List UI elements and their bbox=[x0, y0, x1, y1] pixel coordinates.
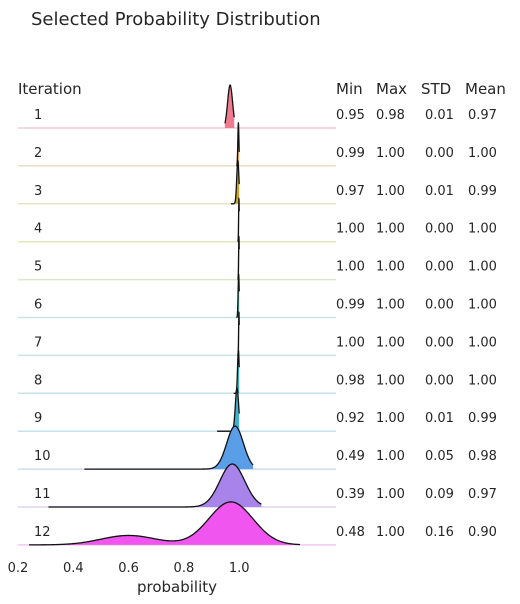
stat-min: 0.49 bbox=[336, 449, 365, 464]
stat-std: 0.01 bbox=[425, 184, 454, 199]
x-axis-ticks: 0.2 0.4 0.6 0.8 1.0 bbox=[8, 561, 250, 576]
ridge-8: 8 0.98 1.00 0.00 1.00 bbox=[18, 349, 497, 395]
ridge-3: 3 0.97 1.00 0.01 0.99 bbox=[18, 160, 497, 205]
stat-mean: 0.98 bbox=[468, 449, 497, 464]
stat-std: 0.09 bbox=[425, 487, 454, 502]
iteration-label: 11 bbox=[34, 487, 51, 502]
stat-mean: 0.99 bbox=[468, 184, 497, 199]
density-line bbox=[48, 463, 262, 508]
density-area bbox=[29, 501, 301, 545]
stat-max: 1.00 bbox=[376, 184, 405, 199]
stat-header-mean: Mean bbox=[465, 80, 506, 98]
stat-std: 0.01 bbox=[425, 108, 454, 123]
stat-mean: 1.00 bbox=[468, 298, 497, 313]
stat-min: 1.00 bbox=[336, 222, 365, 237]
stat-mean: 1.00 bbox=[468, 260, 497, 275]
stat-mean: 1.00 bbox=[468, 335, 497, 350]
ridge-5: 5 1.00 1.00 0.00 1.00 bbox=[18, 235, 497, 281]
stat-mean: 1.00 bbox=[468, 222, 497, 237]
stat-max: 1.00 bbox=[376, 335, 405, 350]
ridges-group: 1 0.95 0.98 0.01 0.972 0.99 1.00 0.00 1.003 0.97 1… bbox=[18, 84, 497, 546]
x-tick-label: 0.8 bbox=[174, 561, 195, 576]
stat-max: 1.00 bbox=[376, 449, 405, 464]
ridge-10: 10 0.49 1.00 0.05 0.98 bbox=[18, 425, 497, 470]
stat-max: 1.00 bbox=[376, 373, 405, 388]
density-line bbox=[29, 501, 301, 546]
stat-max: 1.00 bbox=[376, 222, 405, 237]
stat-mean: 0.97 bbox=[468, 487, 497, 502]
stat-std: 0.01 bbox=[425, 411, 454, 426]
stat-min: 0.92 bbox=[336, 411, 365, 426]
stat-max: 1.00 bbox=[376, 260, 405, 275]
stat-min: 0.39 bbox=[336, 487, 365, 502]
iteration-label: 9 bbox=[34, 411, 42, 426]
x-tick-label: 0.6 bbox=[118, 561, 139, 576]
iteration-label: 5 bbox=[34, 260, 42, 275]
stat-max: 1.00 bbox=[376, 487, 405, 502]
stat-max: 1.00 bbox=[376, 298, 405, 313]
ridge-7: 7 1.00 1.00 0.00 1.00 bbox=[18, 310, 497, 357]
iteration-label: 10 bbox=[34, 449, 51, 464]
stat-min: 0.99 bbox=[336, 298, 365, 313]
ridge-6: 6 0.99 1.00 0.00 1.00 bbox=[18, 273, 497, 319]
stat-max: 0.98 bbox=[376, 108, 405, 123]
x-tick-label: 0.4 bbox=[63, 561, 84, 576]
iteration-label: 7 bbox=[34, 335, 42, 350]
ridge-4: 4 1.00 1.00 0.00 1.00 bbox=[18, 197, 497, 243]
density-line bbox=[230, 160, 240, 205]
density-line bbox=[84, 425, 254, 470]
density-line bbox=[224, 84, 235, 124]
stat-std: 0.00 bbox=[425, 373, 454, 388]
iteration-label: 8 bbox=[34, 373, 42, 388]
stat-mean: 0.99 bbox=[468, 411, 497, 426]
iteration-label: 12 bbox=[34, 525, 51, 540]
density-line bbox=[235, 273, 240, 319]
x-tick-label: 1.0 bbox=[229, 561, 250, 576]
stat-std: 0.00 bbox=[425, 222, 454, 237]
stat-min: 0.48 bbox=[336, 525, 365, 540]
stat-std: 0.00 bbox=[425, 260, 454, 275]
stat-min: 0.97 bbox=[336, 184, 365, 199]
iteration-header: Iteration bbox=[18, 80, 82, 98]
x-axis-label: probability bbox=[137, 578, 217, 596]
chart-title: Selected Probability Distribution bbox=[31, 9, 321, 30]
stat-max: 1.00 bbox=[376, 411, 405, 426]
ridge-9: 9 0.92 1.00 0.01 0.99 bbox=[18, 387, 497, 432]
iteration-label: 1 bbox=[34, 108, 42, 123]
stat-mean: 1.00 bbox=[468, 373, 497, 388]
stat-min: 0.99 bbox=[336, 146, 365, 161]
iteration-label: 3 bbox=[34, 184, 42, 199]
stat-header-max: Max bbox=[376, 80, 407, 98]
stat-header-min: Min bbox=[336, 80, 363, 98]
stat-std: 0.00 bbox=[425, 146, 454, 161]
stat-max: 1.00 bbox=[376, 525, 405, 540]
stat-mean: 1.00 bbox=[468, 146, 497, 161]
stat-min: 0.98 bbox=[336, 373, 365, 388]
stat-mean: 0.97 bbox=[468, 108, 497, 123]
ridge-11: 11 0.39 1.00 0.09 0.97 bbox=[18, 463, 497, 508]
density-area bbox=[84, 426, 254, 470]
iteration-label: 2 bbox=[34, 146, 42, 161]
stat-mean: 0.90 bbox=[468, 525, 497, 540]
iteration-label: 4 bbox=[34, 222, 42, 237]
stat-max: 1.00 bbox=[376, 146, 405, 161]
density-line bbox=[237, 197, 240, 243]
stat-min: 1.00 bbox=[336, 335, 365, 350]
stat-header-std: STD bbox=[421, 80, 451, 98]
stat-min: 0.95 bbox=[336, 108, 365, 123]
stat-std: 0.16 bbox=[425, 525, 454, 540]
ridge-12: 12 0.48 1.00 0.16 0.90 bbox=[18, 501, 497, 546]
density-area bbox=[48, 464, 262, 507]
stat-std: 0.00 bbox=[425, 335, 454, 350]
iteration-label: 6 bbox=[34, 298, 42, 313]
stat-std: 0.05 bbox=[425, 449, 454, 464]
x-tick-label: 0.2 bbox=[8, 561, 29, 576]
ridge-2: 2 0.99 1.00 0.00 1.00 bbox=[18, 121, 497, 167]
stat-min: 1.00 bbox=[336, 260, 365, 275]
stat-std: 0.00 bbox=[425, 298, 454, 313]
ridge-1: 1 0.95 0.98 0.01 0.97 bbox=[18, 84, 497, 129]
density-line bbox=[217, 387, 240, 432]
